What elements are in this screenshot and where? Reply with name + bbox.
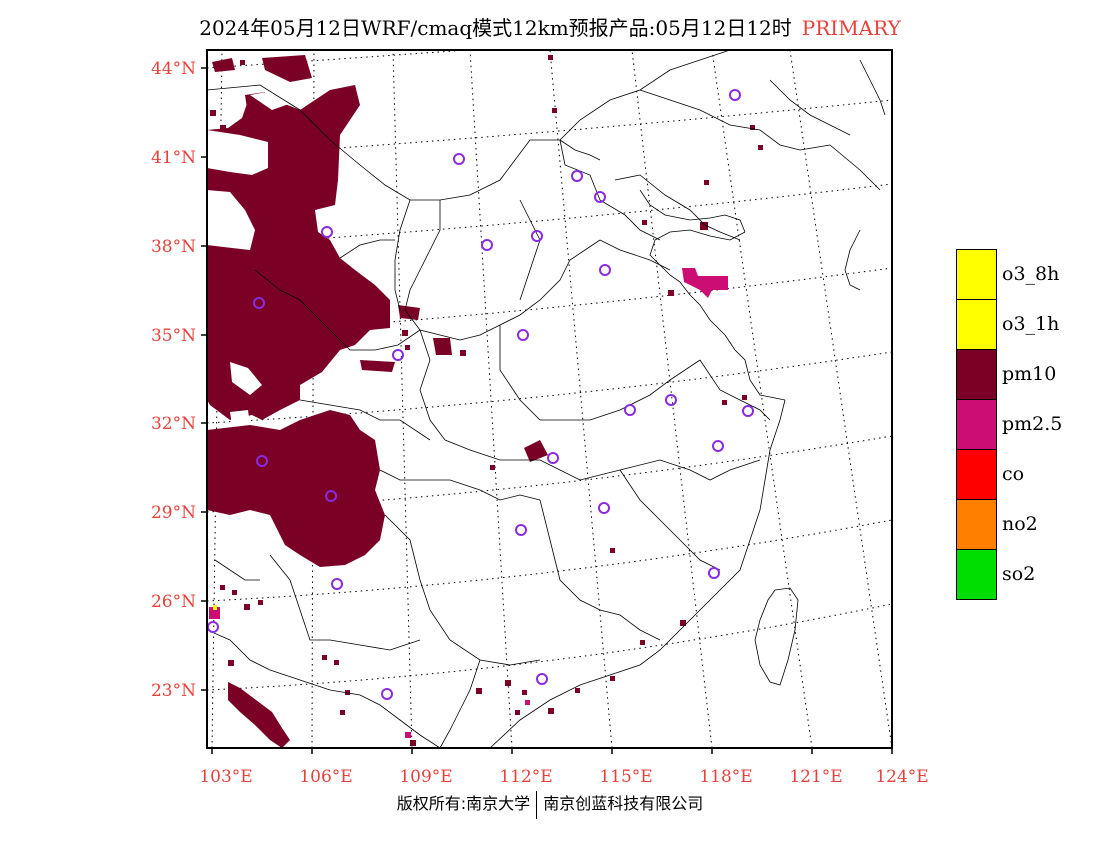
lat-label: 41°N — [151, 148, 196, 168]
station-markers — [207, 89, 754, 700]
lon-label: 115°E — [599, 767, 652, 787]
legend-swatch — [956, 449, 997, 500]
legend-label: co — [1002, 463, 1025, 485]
legend-item-so2: so2 — [956, 549, 1096, 600]
pm10-gaps — [207, 90, 342, 560]
legend-label: o3_1h — [1002, 313, 1060, 335]
legend-item-pm10: pm10 — [956, 349, 1096, 400]
lat-label: 23°N — [151, 681, 196, 701]
legend-item-o3-1h: o3_1h — [956, 299, 1096, 350]
lon-label: 121°E — [789, 767, 842, 787]
legend-swatch — [956, 549, 997, 600]
lat-label: 29°N — [151, 503, 196, 523]
map-title: 2024年05月12日WRF/cmaq模式12km预报产品:05月12日12时 P… — [0, 12, 1100, 41]
lon-label: 124°E — [875, 767, 928, 787]
legend-swatch — [956, 399, 997, 450]
lat-label: 26°N — [151, 592, 196, 612]
lon-label: 106°E — [299, 767, 352, 787]
legend-label: o3_8h — [1002, 263, 1060, 285]
lon-label: 118°E — [699, 767, 752, 787]
axis-ticks — [201, 67, 893, 754]
legend: o3_8h o3_1h pm10 pm2.5 co no2 so2 — [956, 249, 1096, 600]
lat-label: 44°N — [151, 59, 196, 79]
lon-label: 112°E — [499, 767, 552, 787]
legend-label: so2 — [1002, 563, 1036, 585]
legend-swatch — [956, 499, 997, 550]
primary-tag: PRIMARY — [801, 16, 901, 40]
legend-swatch — [956, 299, 997, 350]
legend-swatch — [956, 349, 997, 400]
province-borders — [207, 50, 886, 748]
lat-label: 32°N — [151, 414, 196, 434]
legend-label: pm2.5 — [1002, 413, 1063, 435]
o3-patch — [213, 605, 217, 610]
title-text: 2024年05月12日WRF/cmaq模式12km预报产品:05月12日12时 — [199, 16, 792, 40]
longitude-labels: 103°E 106°E 109°E 112°E 115°E 118°E 121°… — [199, 767, 928, 787]
legend-label: pm10 — [1002, 363, 1057, 385]
pm25-area — [209, 268, 728, 738]
lat-label: 38°N — [151, 237, 196, 257]
legend-item-no2: no2 — [956, 499, 1096, 550]
legend-item-pm25: pm2.5 — [956, 399, 1096, 450]
legend-item-o3-8h: o3_8h — [956, 249, 1096, 300]
copyright-right: 南京创蓝科技有限公司 — [543, 794, 704, 813]
pm10-area — [207, 55, 763, 748]
legend-swatch — [956, 249, 997, 300]
copyright-footer: 版权所有:南京大学 南京创蓝科技有限公司 — [0, 790, 1100, 819]
lat-label: 35°N — [151, 326, 196, 346]
copyright-left: 版权所有:南京大学 — [396, 794, 531, 813]
footer-divider — [536, 790, 538, 819]
lon-label: 109°E — [399, 767, 452, 787]
legend-item-co: co — [956, 449, 1096, 500]
legend-label: no2 — [1002, 513, 1038, 535]
lon-label: 103°E — [199, 767, 252, 787]
map-frame — [206, 49, 893, 749]
latitude-labels: 44°N 41°N 38°N 35°N 32°N 29°N 26°N 23°N — [151, 59, 196, 701]
